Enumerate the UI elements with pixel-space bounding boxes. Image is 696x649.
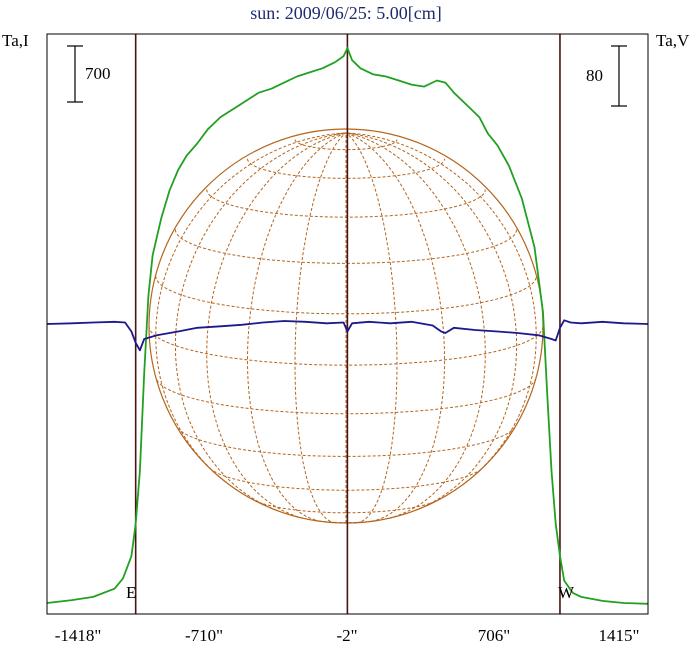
- left-scale-label: 700: [85, 64, 111, 83]
- limb-lines: [134, 34, 561, 614]
- longitude-line: [294, 132, 347, 524]
- x-tick-labels: -1418" -710" -2" 706" 1415": [55, 626, 640, 645]
- longitude-line: [174, 132, 347, 511]
- east-limb-label: E: [126, 583, 136, 602]
- x-tick-label: -2": [336, 626, 357, 645]
- latitude-line: [177, 427, 515, 457]
- x-tick-label: -1418": [55, 626, 102, 645]
- latitude-line: [156, 379, 536, 415]
- plot-frame: [46, 33, 649, 615]
- x-tick-label: 706": [478, 626, 510, 645]
- longitude-line: [345, 132, 446, 522]
- intensity-series-line: [46, 47, 649, 605]
- longitude-line: [345, 132, 398, 524]
- latitude-line: [247, 158, 445, 179]
- longitude-line: [345, 132, 537, 483]
- longitude-line: [345, 132, 486, 519]
- solar-disk-grid: [148, 128, 544, 524]
- left-axis-label: Ta,I: [2, 31, 29, 50]
- right-scale-label: 80: [586, 66, 603, 85]
- longitude-line: [155, 132, 347, 483]
- chart-title: sun: 2009/06/25: 5.00[cm]: [250, 3, 442, 23]
- west-limb-label: W: [558, 583, 575, 602]
- longitude-line: [345, 132, 518, 511]
- x-tick-label: -710": [185, 626, 223, 645]
- latitude-line: [206, 189, 486, 218]
- latitude-line: [209, 467, 483, 491]
- polarization-series-line: [46, 319, 649, 352]
- series-lines: [46, 47, 649, 605]
- longitude-line: [206, 132, 347, 519]
- right-scale-bar: [611, 45, 627, 107]
- x-tick-label: 1415": [599, 626, 640, 645]
- left-scale-bar: [67, 45, 83, 103]
- right-axis-label: Ta,V: [656, 31, 690, 50]
- longitude-line: [246, 132, 347, 522]
